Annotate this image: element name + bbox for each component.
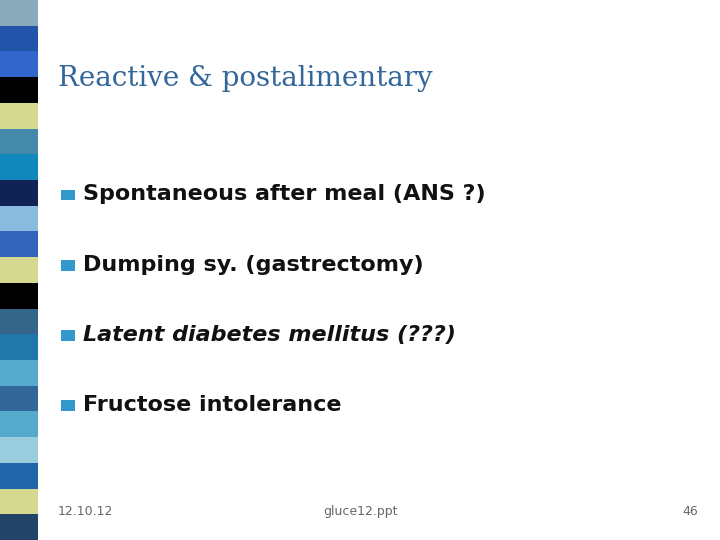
- Bar: [0, 257, 38, 283]
- Bar: [0, 154, 38, 180]
- Bar: [0, 180, 38, 206]
- Bar: [0, 0, 38, 26]
- Text: Dumping sy. (gastrectomy): Dumping sy. (gastrectomy): [83, 254, 423, 275]
- Bar: [0, 206, 38, 232]
- Bar: [0, 103, 38, 129]
- Bar: [0, 360, 38, 386]
- Bar: [0, 77, 38, 103]
- Bar: [0, 334, 38, 360]
- Bar: [0, 463, 38, 489]
- Bar: [0, 26, 38, 51]
- Bar: [61, 400, 76, 411]
- Text: Reactive & postalimentary: Reactive & postalimentary: [58, 65, 433, 92]
- Bar: [0, 489, 38, 514]
- Text: gluce12.ppt: gluce12.ppt: [323, 505, 397, 518]
- Text: Spontaneous after meal (ANS ?): Spontaneous after meal (ANS ?): [83, 184, 485, 205]
- Bar: [0, 283, 38, 308]
- Bar: [0, 129, 38, 154]
- Bar: [61, 330, 76, 341]
- Bar: [0, 51, 38, 77]
- Text: Latent diabetes mellitus (???): Latent diabetes mellitus (???): [83, 325, 456, 345]
- Text: 46: 46: [683, 505, 698, 518]
- Bar: [0, 386, 38, 411]
- Text: 12.10.12: 12.10.12: [58, 505, 113, 518]
- Bar: [61, 260, 76, 271]
- Bar: [0, 514, 38, 540]
- Bar: [0, 232, 38, 257]
- Bar: [61, 190, 76, 200]
- Bar: [0, 308, 38, 334]
- Bar: [0, 411, 38, 437]
- Text: Fructose intolerance: Fructose intolerance: [83, 395, 341, 415]
- Bar: [0, 437, 38, 463]
